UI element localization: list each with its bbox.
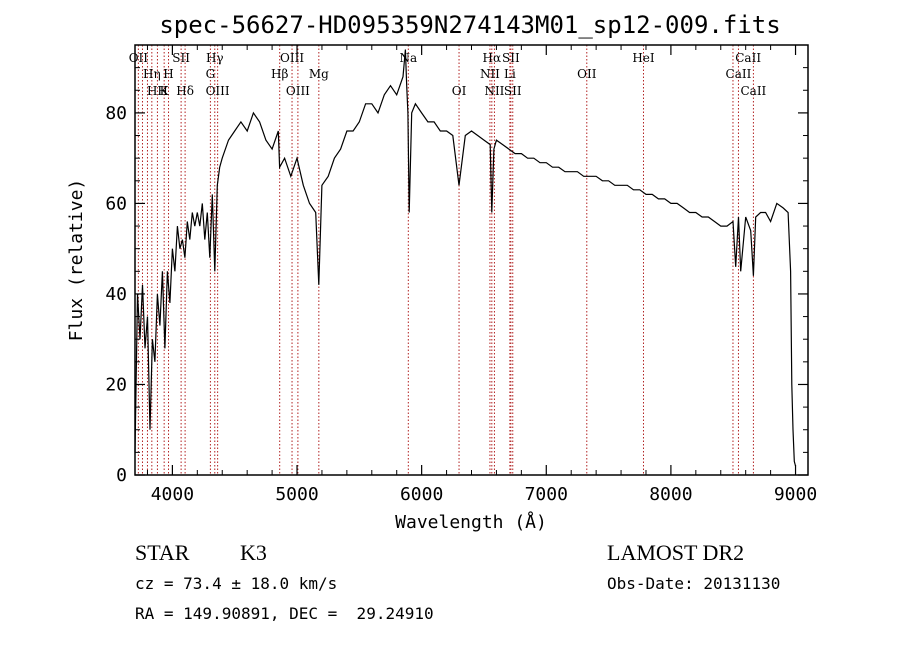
flux-series-line xyxy=(134,49,797,467)
spectral-line-label: HH xyxy=(147,84,168,98)
spectral-line-label: OI xyxy=(452,84,467,98)
plot-frame xyxy=(134,44,809,476)
chart-title: spec-56627-HD095359N274143M01_sp12-009.f… xyxy=(159,11,780,39)
spectral-line-label: Hβ xyxy=(271,67,288,81)
spectral-line-label: Hδ xyxy=(176,84,194,98)
y-tick-label: 20 xyxy=(105,374,127,395)
obs-date: Obs-Date: 20131130 xyxy=(607,574,781,593)
cz-value: cz = 73.4 ± 18.0 km/s xyxy=(135,574,338,593)
y-tick-label: 80 xyxy=(105,103,127,124)
spectral-line-label: NII xyxy=(480,67,500,81)
y-tick-label: 60 xyxy=(105,193,127,214)
spectral-line-label: Li xyxy=(504,67,516,81)
x-tick-label: 4000 xyxy=(151,484,194,505)
spectral-line-label: CaII xyxy=(735,51,761,65)
y-tick-label: 40 xyxy=(105,284,127,305)
spectral-line-label: SII xyxy=(504,84,522,98)
x-tick-label: 7000 xyxy=(525,484,568,505)
spectral-line-label: Mg xyxy=(309,67,329,81)
spectral-line-label: H xyxy=(163,67,173,81)
x-tick-label: 8000 xyxy=(649,484,692,505)
spectral-line-label: NII xyxy=(484,84,504,98)
spectral-line-label: SII xyxy=(172,51,190,65)
subclass-label: K3 xyxy=(240,540,267,565)
x-axis: 4000 5000 6000 7000 8000 9000 xyxy=(146,45,817,505)
spectral-line-label: G xyxy=(206,67,216,81)
spectral-line-label: SII xyxy=(502,51,520,65)
spectral-line-markers xyxy=(137,45,754,475)
spectral-line-label: OII xyxy=(577,67,597,81)
x-axis-label: Wavelength (Å) xyxy=(395,511,547,533)
spectral-line-label: Hα xyxy=(483,51,502,65)
y-tick-label: 0 xyxy=(116,465,127,486)
spectral-line-label: Na xyxy=(399,51,417,65)
spectral-line-label: HeI xyxy=(632,51,655,65)
y-axis: 0 20 40 60 80 xyxy=(105,67,808,486)
y-axis-label: Flux (relative) xyxy=(66,179,87,342)
spectral-line-label: Hγ xyxy=(206,51,224,65)
x-tick-label: 9000 xyxy=(774,484,817,505)
x-tick-label: 6000 xyxy=(400,484,443,505)
spectral-line-label: OII xyxy=(129,51,149,65)
class-label: STAR xyxy=(135,540,190,565)
x-tick-label: 5000 xyxy=(275,484,318,505)
spectral-line-label: Hη xyxy=(143,67,161,81)
spectral-line-label: OIII xyxy=(286,84,310,98)
spectral-line-label: CaII xyxy=(740,84,766,98)
spectral-line-label: OIII xyxy=(206,84,230,98)
spectral-line-label: K xyxy=(160,84,170,98)
survey-label: LAMOST DR2 xyxy=(607,540,745,565)
spectral-line-label: CaII xyxy=(726,67,752,81)
coordinates: RA = 149.90891, DEC = 29.24910 xyxy=(135,604,434,623)
spectral-line-label: OIII xyxy=(280,51,304,65)
